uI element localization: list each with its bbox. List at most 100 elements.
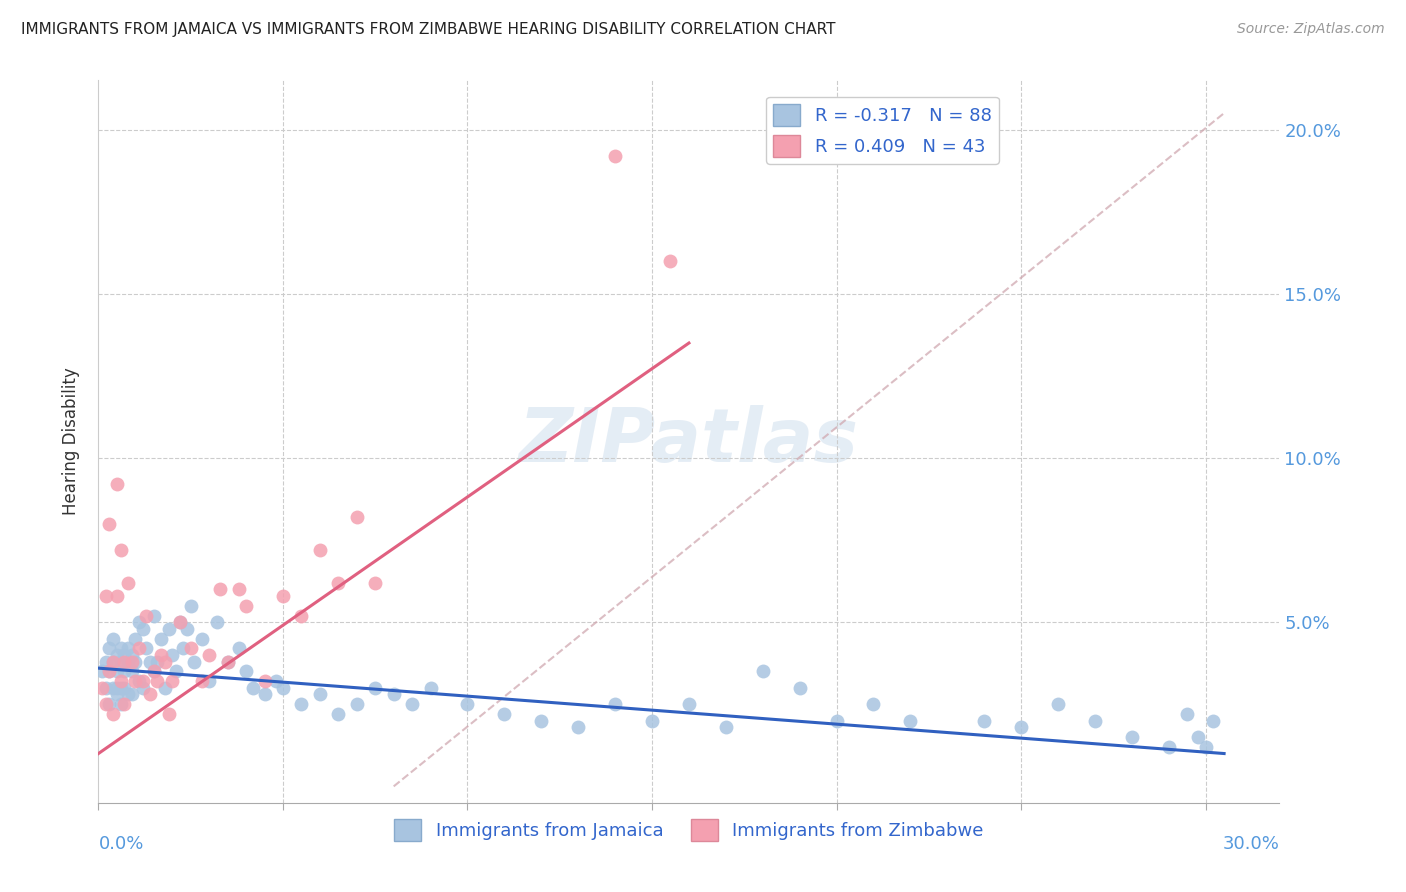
Point	[242, 681, 264, 695]
Point	[91, 665, 114, 679]
Point	[110, 681, 132, 695]
Point	[169, 615, 191, 630]
Point	[228, 582, 250, 597]
Point	[157, 622, 180, 636]
Text: ZIPatlas: ZIPatlas	[519, 405, 859, 478]
Point	[128, 674, 150, 689]
Point	[364, 681, 387, 695]
Point	[172, 641, 194, 656]
Point	[135, 641, 157, 656]
Text: IMMIGRANTS FROM JAMAICA VS IMMIGRANTS FROM ZIMBABWE HEARING DISABILITY CORRELATI: IMMIGRANTS FROM JAMAICA VS IMMIGRANTS FR…	[21, 22, 835, 37]
Point	[110, 674, 132, 689]
Point	[253, 674, 276, 689]
Point	[1157, 739, 1180, 754]
Point	[142, 665, 165, 679]
Point	[271, 589, 294, 603]
Point	[103, 632, 125, 646]
Point	[105, 477, 128, 491]
Point	[1084, 714, 1107, 728]
Point	[150, 632, 173, 646]
Point	[271, 681, 294, 695]
Point	[103, 655, 125, 669]
Point	[825, 714, 848, 728]
Point	[346, 510, 368, 524]
Point	[180, 641, 202, 656]
Point	[110, 641, 132, 656]
Point	[205, 615, 228, 630]
Point	[105, 648, 128, 662]
Point	[146, 655, 169, 669]
Point	[135, 608, 157, 623]
Point	[659, 253, 682, 268]
Point	[198, 674, 221, 689]
Point	[105, 665, 128, 679]
Point	[494, 707, 516, 722]
Legend: Immigrants from Jamaica, Immigrants from Zimbabwe: Immigrants from Jamaica, Immigrants from…	[387, 812, 991, 848]
Point	[139, 687, 162, 701]
Point	[132, 681, 155, 695]
Point	[142, 608, 165, 623]
Point	[110, 698, 132, 712]
Point	[862, 698, 884, 712]
Point	[162, 648, 183, 662]
Point	[121, 687, 143, 701]
Point	[121, 648, 143, 662]
Point	[752, 665, 775, 679]
Point	[132, 674, 155, 689]
Point	[132, 622, 155, 636]
Point	[183, 655, 205, 669]
Point	[94, 698, 117, 712]
Point	[217, 655, 239, 669]
Point	[146, 674, 169, 689]
Point	[112, 655, 135, 669]
Point	[150, 648, 173, 662]
Point	[112, 665, 135, 679]
Point	[112, 698, 135, 712]
Point	[253, 687, 276, 701]
Point	[235, 665, 257, 679]
Point	[157, 707, 180, 722]
Point	[105, 681, 128, 695]
Point	[605, 149, 627, 163]
Point	[1202, 714, 1225, 728]
Point	[98, 641, 121, 656]
Point	[94, 655, 117, 669]
Point	[139, 655, 162, 669]
Point	[457, 698, 479, 712]
Point	[209, 582, 232, 597]
Point	[128, 615, 150, 630]
Point	[103, 655, 125, 669]
Point	[124, 632, 146, 646]
Point	[153, 655, 176, 669]
Point	[176, 622, 198, 636]
Point	[401, 698, 423, 712]
Point	[217, 655, 239, 669]
Point	[678, 698, 700, 712]
Point	[1187, 730, 1209, 744]
Point	[112, 648, 135, 662]
Point	[309, 542, 332, 557]
Point	[117, 641, 139, 656]
Point	[1195, 739, 1218, 754]
Point	[94, 681, 117, 695]
Point	[142, 665, 165, 679]
Point	[98, 665, 121, 679]
Point	[191, 632, 214, 646]
Point	[290, 608, 312, 623]
Point	[789, 681, 811, 695]
Point	[110, 542, 132, 557]
Point	[1121, 730, 1143, 744]
Point	[124, 674, 146, 689]
Point	[235, 599, 257, 613]
Point	[382, 687, 405, 701]
Point	[530, 714, 553, 728]
Text: Source: ZipAtlas.com: Source: ZipAtlas.com	[1237, 22, 1385, 37]
Point	[117, 575, 139, 590]
Point	[328, 575, 350, 590]
Y-axis label: Hearing Disability: Hearing Disability	[62, 368, 80, 516]
Point	[103, 707, 125, 722]
Point	[328, 707, 350, 722]
Point	[117, 655, 139, 669]
Point	[264, 674, 287, 689]
Point	[605, 698, 627, 712]
